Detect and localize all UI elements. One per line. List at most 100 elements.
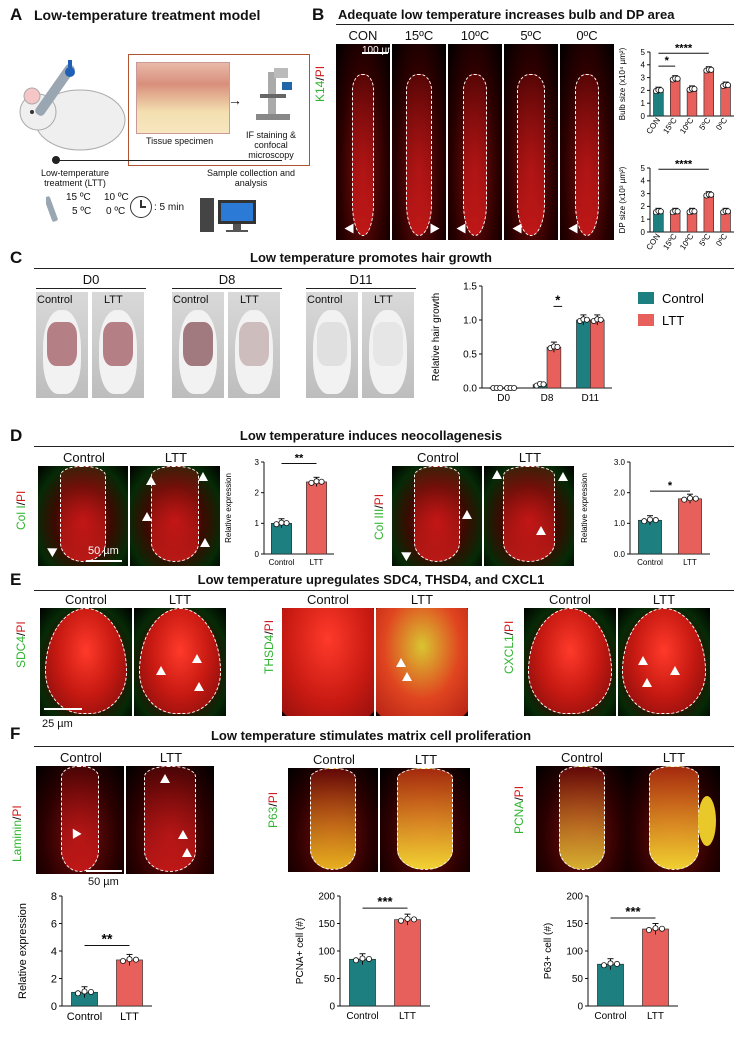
laminin-xtick-label-1: LTT bbox=[120, 1011, 139, 1023]
growth-ytick-label-0: 0.0 bbox=[463, 384, 477, 395]
col3-ytick-label-1: 1.0 bbox=[614, 519, 626, 528]
pcna-ylabel: PCNA+ cell (#) bbox=[295, 918, 306, 984]
dp-ytick-label-0: 0 bbox=[641, 228, 646, 237]
chart-laminin: 0 2 4 6 8 Relative expression Control LTT ** bbox=[17, 891, 152, 1023]
col3-xtick-label-1: LTT bbox=[683, 558, 697, 567]
p63-ytick-label-0: 0 bbox=[577, 1002, 583, 1013]
p63-ylabel: P63+ cell (#) bbox=[543, 923, 554, 979]
f2-stain-label: P63/PI bbox=[266, 791, 280, 828]
p63-dot-1-0-2 bbox=[659, 925, 666, 932]
pcna-dot-0-0-0 bbox=[352, 957, 359, 964]
laminin-dot-0-0-1 bbox=[81, 988, 88, 995]
bulb-ytick-label-5: 5 bbox=[641, 48, 646, 57]
bulb-ytick-label-2: 2 bbox=[641, 86, 646, 95]
growth-xtick-label-0: D0 bbox=[497, 393, 510, 404]
pcna-sig-label-0: *** bbox=[377, 894, 393, 909]
pcna-dot-1-0-0 bbox=[397, 917, 404, 924]
laminin-ytick-label-3: 6 bbox=[51, 918, 57, 930]
p63-dot-0-0-2 bbox=[614, 960, 621, 967]
bulb-ylabel: Bulb size (x10⁴ µm²) bbox=[618, 47, 627, 120]
col1-dot-0-0-0 bbox=[273, 521, 280, 528]
col3-ylabel: Relative expression bbox=[580, 473, 589, 543]
f3-stain-label: PCNA/PI bbox=[512, 785, 526, 834]
col1-xtick-label-0: Control bbox=[269, 558, 295, 567]
e2-image-control bbox=[282, 608, 374, 716]
collection-label: Sample collection and analysis bbox=[206, 168, 296, 188]
col3-dot-0-0-0 bbox=[641, 518, 648, 525]
growth-dot-1-0-2 bbox=[540, 381, 547, 388]
pcna-ytick-label-4: 200 bbox=[318, 892, 335, 903]
bulb-bar-1 bbox=[670, 78, 681, 117]
bulb-xtick-label-0: CON bbox=[644, 116, 662, 136]
panel-d-title: Low temperature induces neocollagenesis bbox=[239, 428, 503, 443]
e3-image-control bbox=[524, 608, 616, 716]
panel-b-title: Adequate low temperature increases bulb … bbox=[338, 7, 675, 22]
panel-f-title: Low temperature stimulates matrix cell p… bbox=[210, 728, 532, 743]
c-day-d8: D8 bbox=[218, 272, 236, 287]
laminin-dot-1-0-2 bbox=[133, 956, 140, 963]
dp-dot-1-0-2 bbox=[674, 208, 681, 215]
panel-c-rule bbox=[34, 268, 734, 269]
growth-dot-2-0-2 bbox=[583, 316, 590, 323]
f2-image-control bbox=[288, 768, 378, 872]
col3-dot-1-0-2 bbox=[692, 495, 699, 502]
col1-dot-1-0-2 bbox=[318, 478, 325, 485]
dp-xtick-label-4: 0ºC bbox=[714, 232, 729, 248]
c-label-d11-control: Control bbox=[307, 294, 343, 306]
chart-bulb: 0 1 2 3 4 5 Bulb size (x10⁴ µm²) CON 15ºC 10ºC 5ºC… bbox=[618, 42, 734, 136]
c-label-d11-ltt: LTT bbox=[374, 294, 393, 306]
bulb-bar-2 bbox=[686, 88, 698, 117]
mouse-illustration bbox=[10, 52, 130, 160]
growth-legend-swatch-1 bbox=[638, 314, 654, 326]
b-image-5 bbox=[504, 44, 558, 240]
col3-dot-0-0-2 bbox=[652, 517, 659, 524]
laminin-ytick-label-4: 8 bbox=[51, 891, 57, 903]
bulb-sig-label-0: * bbox=[665, 55, 670, 67]
bulb-bar-4 bbox=[720, 84, 731, 117]
e1-image-control bbox=[40, 608, 132, 716]
tissue-specimen-image bbox=[136, 62, 230, 134]
laminin-xtick-label-0: Control bbox=[67, 1011, 102, 1023]
c-mouse-d8-control bbox=[172, 292, 224, 398]
dp-ytick-label-3: 3 bbox=[641, 189, 646, 198]
dp-sig-label-0: **** bbox=[675, 158, 693, 170]
bulb-ytick-label-0: 0 bbox=[641, 112, 646, 121]
c-day-d8-rule bbox=[172, 288, 282, 289]
bulb-dot-0-0-2 bbox=[657, 87, 664, 94]
pcna-dot-0-0-1 bbox=[359, 955, 366, 962]
growth-legend-label-0: Control bbox=[662, 291, 704, 306]
growth-xtick-label-2: D11 bbox=[582, 393, 600, 404]
temp-10: 10 ºC bbox=[104, 192, 129, 203]
col3-bar-1 bbox=[678, 498, 702, 555]
bulb-ytick-label-4: 4 bbox=[641, 61, 646, 70]
col3-dot-1-0-0 bbox=[681, 496, 688, 503]
col1-dot-0-0-1 bbox=[278, 519, 285, 526]
clock-icon bbox=[130, 196, 152, 218]
e3-stain-label: CXCL1/PI bbox=[502, 620, 516, 674]
p63-dot-1-0-1 bbox=[652, 925, 659, 932]
panel-e-letter: E bbox=[10, 570, 22, 589]
d1-image-ltt bbox=[130, 466, 220, 566]
dp-dot-3-0-2 bbox=[708, 191, 715, 198]
laminin-ylabel: Relative expression bbox=[17, 903, 29, 999]
timeline bbox=[52, 160, 282, 161]
bulb-xtick-label-3: 5ºC bbox=[698, 116, 713, 132]
laminin-dot-0-0-0 bbox=[74, 990, 81, 997]
chart-growth: 0.0 0.5 1.0 1.5 Relative hair growth D0 D8 D11 *… bbox=[431, 282, 704, 405]
d1-scale-label: 50 µm bbox=[88, 545, 119, 557]
panel-b-letter: B bbox=[312, 5, 325, 24]
p63-bar-1 bbox=[642, 928, 669, 1007]
e3-col-control: Control bbox=[549, 592, 591, 607]
dp-ytick-label-4: 4 bbox=[641, 177, 646, 186]
laminin-dot-1-0-0 bbox=[119, 957, 126, 964]
col1-dot-1-0-1 bbox=[313, 478, 320, 485]
dp-xtick-label-1: 15ºC bbox=[661, 232, 679, 252]
d1-stain-label: Col I/PI bbox=[14, 490, 28, 530]
dp-dot-0-0-2 bbox=[657, 208, 664, 215]
f1-col-ltt: LTT bbox=[159, 750, 183, 765]
p63-dot-0-0-1 bbox=[607, 960, 614, 967]
tissue-specimen-label: Tissue specimen bbox=[146, 136, 214, 146]
b-col-10: 10ºC bbox=[460, 28, 490, 43]
dp-ytick-label-5: 5 bbox=[641, 164, 646, 173]
dp-ytick-label-2: 2 bbox=[641, 202, 646, 211]
